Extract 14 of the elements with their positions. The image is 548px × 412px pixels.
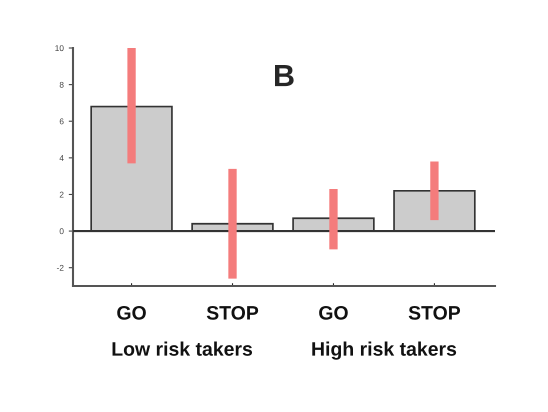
y-tick-label: 10: [55, 45, 64, 52]
y-tick-label: 2: [60, 192, 64, 198]
x-tick-label: GO: [319, 306, 348, 320]
y-tick-label: 6: [60, 118, 64, 124]
chart-title: B: [275, 65, 294, 86]
x-tick-label: STOP: [206, 306, 258, 320]
text: High risk takers: [312, 342, 456, 360]
x-tick-label: STOP: [408, 306, 460, 320]
y-tick-label: -2: [56, 264, 64, 271]
y-tick-label: 4: [60, 155, 64, 161]
x-tick-label: GO: [117, 306, 146, 320]
text: Low risk takers: [112, 342, 252, 356]
y-tick-label: 0: [60, 228, 64, 234]
y-tick-label: 8: [60, 82, 64, 88]
